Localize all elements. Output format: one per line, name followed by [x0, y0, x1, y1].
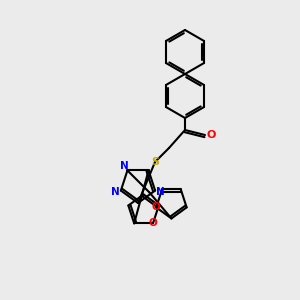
Text: N: N [111, 188, 119, 197]
Text: N: N [119, 160, 128, 171]
Text: O: O [148, 218, 158, 228]
Text: O: O [152, 202, 161, 212]
Text: N: N [157, 188, 165, 197]
Text: S: S [151, 157, 159, 167]
Text: O: O [206, 130, 216, 140]
